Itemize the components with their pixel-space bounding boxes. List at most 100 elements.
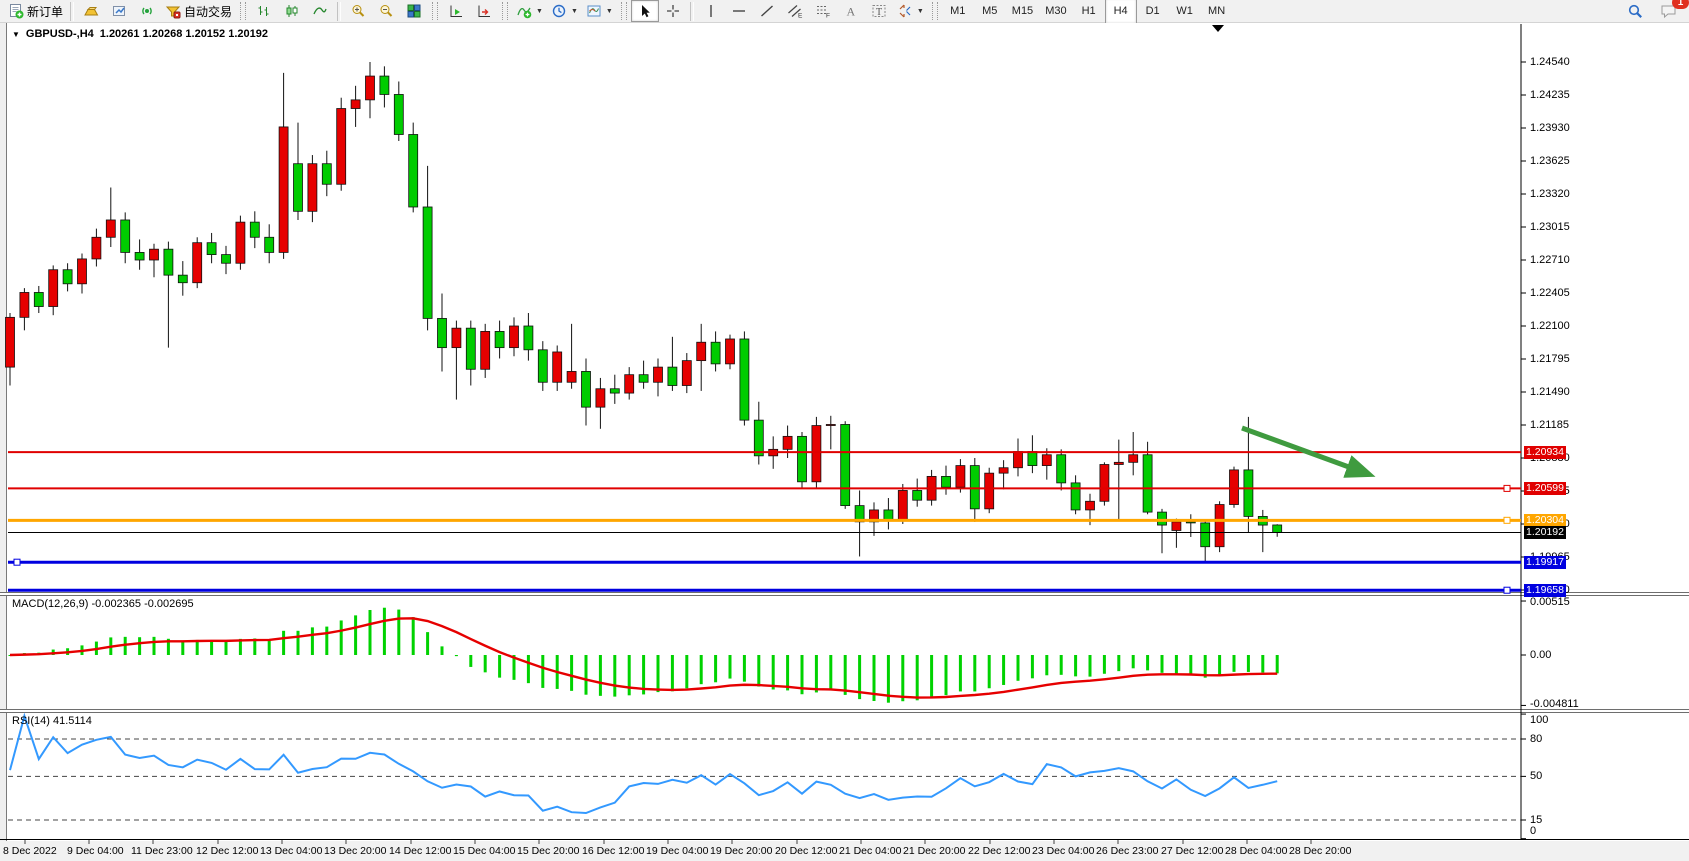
toolbar: 新订单 自动交易 [0, 0, 1689, 24]
timeframe-h1[interactable]: H1 [1081, 5, 1096, 17]
date-tick: 21 Dec 04:00 [839, 845, 902, 857]
svg-text:F: F [826, 13, 830, 20]
time-axis[interactable] [0, 841, 1689, 861]
horizontal-line-1.19917[interactable] [8, 558, 1521, 566]
equidistant-channel-tool-button[interactable]: E [781, 0, 809, 22]
date-tick: 19 Dec 04:00 [646, 845, 709, 857]
chevron-down-icon: ▼ [536, 7, 543, 15]
templates-button[interactable]: ▼ [582, 0, 617, 22]
line-chart-button[interactable] [306, 0, 334, 22]
separator [689, 1, 694, 21]
zoom-out-button[interactable] [372, 0, 400, 22]
toolbar-right: 1 [1621, 0, 1689, 22]
macd-signal-line [9, 617, 1278, 699]
separator [337, 1, 342, 21]
timeframe-m15[interactable]: M15 [1011, 5, 1034, 17]
template-icon [587, 5, 601, 17]
chevron-down-icon: ▼ [916, 7, 924, 15]
market-watch-button[interactable] [77, 0, 105, 22]
tile-windows-button[interactable] [400, 0, 428, 22]
cursor-tool-button[interactable] [630, 0, 659, 22]
trend-arrow[interactable] [1241, 425, 1376, 478]
add-indicator-icon [517, 7, 532, 19]
toolbar-grip [502, 2, 509, 20]
text-tool-icon: A [846, 5, 855, 19]
signal-icon [142, 7, 152, 15]
date-tick: 8 Dec 2022 [3, 845, 57, 857]
timeframe-m1[interactable]: M1 [950, 5, 966, 17]
vertical-line-tool-button[interactable] [697, 0, 725, 22]
text-label-tool-button[interactable]: T [865, 0, 893, 22]
panel-separator[interactable] [0, 592, 1689, 596]
chart-symbol: GBPUSD-,H4 [25, 28, 94, 40]
chart-shift-button[interactable] [470, 0, 498, 22]
strategy-tester-button[interactable] [133, 0, 161, 22]
toolbar-grip [620, 2, 627, 20]
line-chart-icon [313, 7, 327, 15]
timeframe-mn[interactable]: MN [1208, 5, 1226, 17]
date-tick: 26 Dec 23:00 [1096, 845, 1159, 857]
fibonacci-tool-button[interactable]: F [809, 0, 837, 22]
indicators-button[interactable]: ▼ [512, 0, 547, 22]
text-tool-button[interactable]: A [837, 0, 865, 22]
horizontal-line-1.20599[interactable] [8, 484, 1521, 492]
cursor-icon [641, 5, 650, 18]
periods-button[interactable]: ▼ [547, 0, 582, 22]
bar-chart-button[interactable] [250, 0, 278, 22]
date-tick: 11 Dec 23:00 [131, 845, 193, 857]
crosshair-icon [666, 5, 679, 17]
date-tick: 21 Dec 20:00 [903, 845, 966, 857]
date-tick: 13 Dec 04:00 [260, 845, 323, 857]
timeframe-h4[interactable]: H4 [1104, 0, 1137, 24]
date-tick: 14 Dec 12:00 [389, 845, 452, 857]
macd-histogram [8, 607, 1279, 703]
zoom-in-button[interactable] [344, 0, 372, 22]
date-tick: 28 Dec 04:00 [1225, 845, 1288, 857]
chart-ohlc: 1.20261 1.20268 1.20152 1.20192 [99, 28, 268, 40]
text-label-icon: T [872, 5, 886, 18]
arrows-tool-button[interactable]: ▼ [893, 0, 928, 22]
chevron-down-icon[interactable]: ▼ [12, 29, 20, 39]
timeframe-d1[interactable]: D1 [1145, 5, 1160, 17]
date-tick: 16 Dec 12:00 [582, 845, 645, 857]
chart-title: ▼ GBPUSD-,H4 1.20261 1.20268 1.20152 1.2… [12, 28, 268, 40]
svg-text:T: T [876, 7, 882, 18]
horizontal-line-1.20304[interactable] [8, 516, 1521, 524]
data-window-button[interactable] [105, 0, 133, 22]
window-left-border [0, 23, 7, 861]
fibonacci-icon: F [816, 6, 830, 20]
channel-icon: E [787, 5, 803, 20]
timeframe-w1[interactable]: W1 [1176, 5, 1193, 17]
date-tick: 12 Dec 12:00 [196, 845, 259, 857]
svg-text:E: E [798, 13, 803, 20]
date-tick: 28 Dec 20:00 [1289, 845, 1352, 857]
auto-scroll-button[interactable] [442, 0, 470, 22]
new-order-icon [10, 4, 24, 19]
macd-label: MACD(12,26,9) -0.002365 -0.002695 [12, 598, 194, 610]
timeframe-m30[interactable]: M30 [1045, 5, 1067, 17]
date-tick: 27 Dec 12:00 [1161, 845, 1224, 857]
chart-shift-marker[interactable] [1212, 25, 1224, 32]
notifications-button[interactable]: 1 [1655, 0, 1689, 22]
date-tick: 13 Dec 20:00 [324, 845, 387, 857]
date-tick: 22 Dec 12:00 [968, 845, 1031, 857]
panel-separator[interactable] [0, 709, 1689, 713]
candlestick-chart-button[interactable] [278, 0, 306, 22]
chart-shift-icon [478, 5, 491, 17]
horizontal-line-1.19658[interactable] [8, 586, 1521, 594]
bar-chart-icon [258, 6, 269, 16]
autotrade-button[interactable]: 自动交易 [161, 0, 236, 22]
date-tick: 19 Dec 20:00 [710, 845, 773, 857]
toolbar-grip [432, 2, 439, 20]
trendline-tool-button[interactable] [753, 0, 781, 22]
crosshair-tool-button[interactable] [659, 0, 687, 22]
search-button[interactable] [1621, 0, 1649, 22]
autotrade-icon [165, 6, 181, 19]
new-order-button[interactable]: 新订单 [4, 0, 67, 22]
rsi-line [9, 712, 1278, 815]
candlestick-series [5, 62, 1283, 562]
horizontal-line-tool-button[interactable] [725, 0, 753, 22]
timeframe-m5[interactable]: M5 [982, 5, 998, 17]
